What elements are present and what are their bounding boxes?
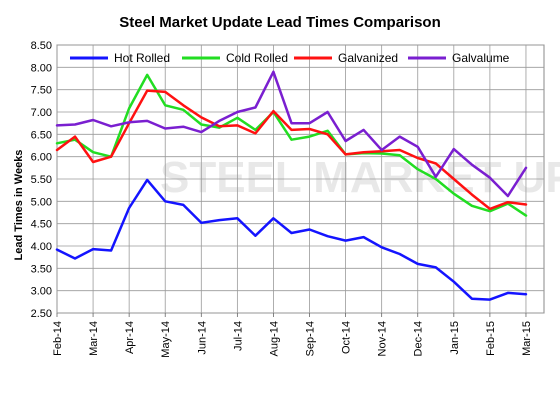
x-tick-label: Nov-14 [377,321,389,356]
x-tick-label: Apr-14 [124,321,136,354]
x-axis-ticks: Feb-14 Mar-14 Apr-14 May-14 Jun-14 Jul-14 Aug-… [52,313,533,358]
x-tick-label: Jun-14 [196,321,208,355]
y-tick-label: 6.00 [31,152,52,164]
y-tick-label: 2.50 [31,308,52,320]
y-tick-label: 5.50 [31,174,52,186]
x-tick-label: Jul-14 [232,321,244,351]
watermark-text: STEEL MARKET UPDATE [160,153,560,202]
series-line-galvanized [55,89,528,211]
legend-label-cold-rolled: Cold Rolled [226,51,288,65]
y-tick-label: 3.00 [31,286,52,298]
chart-title: Steel Market Update Lead Times Compariso… [119,14,440,31]
y-tick-label: 3.50 [31,263,52,275]
legend-label-hot-rolled: Hot Rolled [114,51,170,65]
legend: Hot Rolled Cold Rolled Galvanized Galvalume [70,51,510,65]
x-tick-label: Dec-14 [413,321,425,356]
x-tick-label: Aug-14 [268,321,280,356]
y-axis-ticks: 2.50 3.00 3.50 4.00 4.50 5.00 5.50 6.00 6.50 7.00… [31,40,52,320]
x-tick-label: Feb-15 [485,321,497,356]
x-tick-label: Mar-14 [88,321,100,356]
x-tick-label: Oct-14 [341,321,353,354]
y-tick-label: 7.00 [31,107,52,119]
legend-label-galvanized: Galvanized [338,51,398,65]
series-line-cold-rolled [55,73,528,217]
series-group [55,70,528,301]
y-tick-label: 6.50 [31,129,52,141]
y-tick-label: 7.50 [31,85,52,97]
legend-label-galvalume: Galvalume [452,51,510,65]
series-line-hot-rolled [55,178,528,301]
x-tick-label: Sep-14 [305,321,317,356]
x-tick-label: Mar-15 [521,321,533,356]
x-tick-label: Jan-15 [449,321,461,355]
y-tick-label: 8.50 [31,40,52,52]
x-tick-label: May-14 [160,321,172,358]
x-tick-label: Feb-14 [52,321,64,356]
y-tick-label: 4.00 [31,241,52,253]
y-tick-label: 5.00 [31,196,52,208]
y-axis-label: Lead Times in Weeks [13,150,25,261]
y-tick-label: 4.50 [31,219,52,231]
y-tick-label: 8.00 [31,62,52,74]
series-line-galvalume [55,70,528,198]
